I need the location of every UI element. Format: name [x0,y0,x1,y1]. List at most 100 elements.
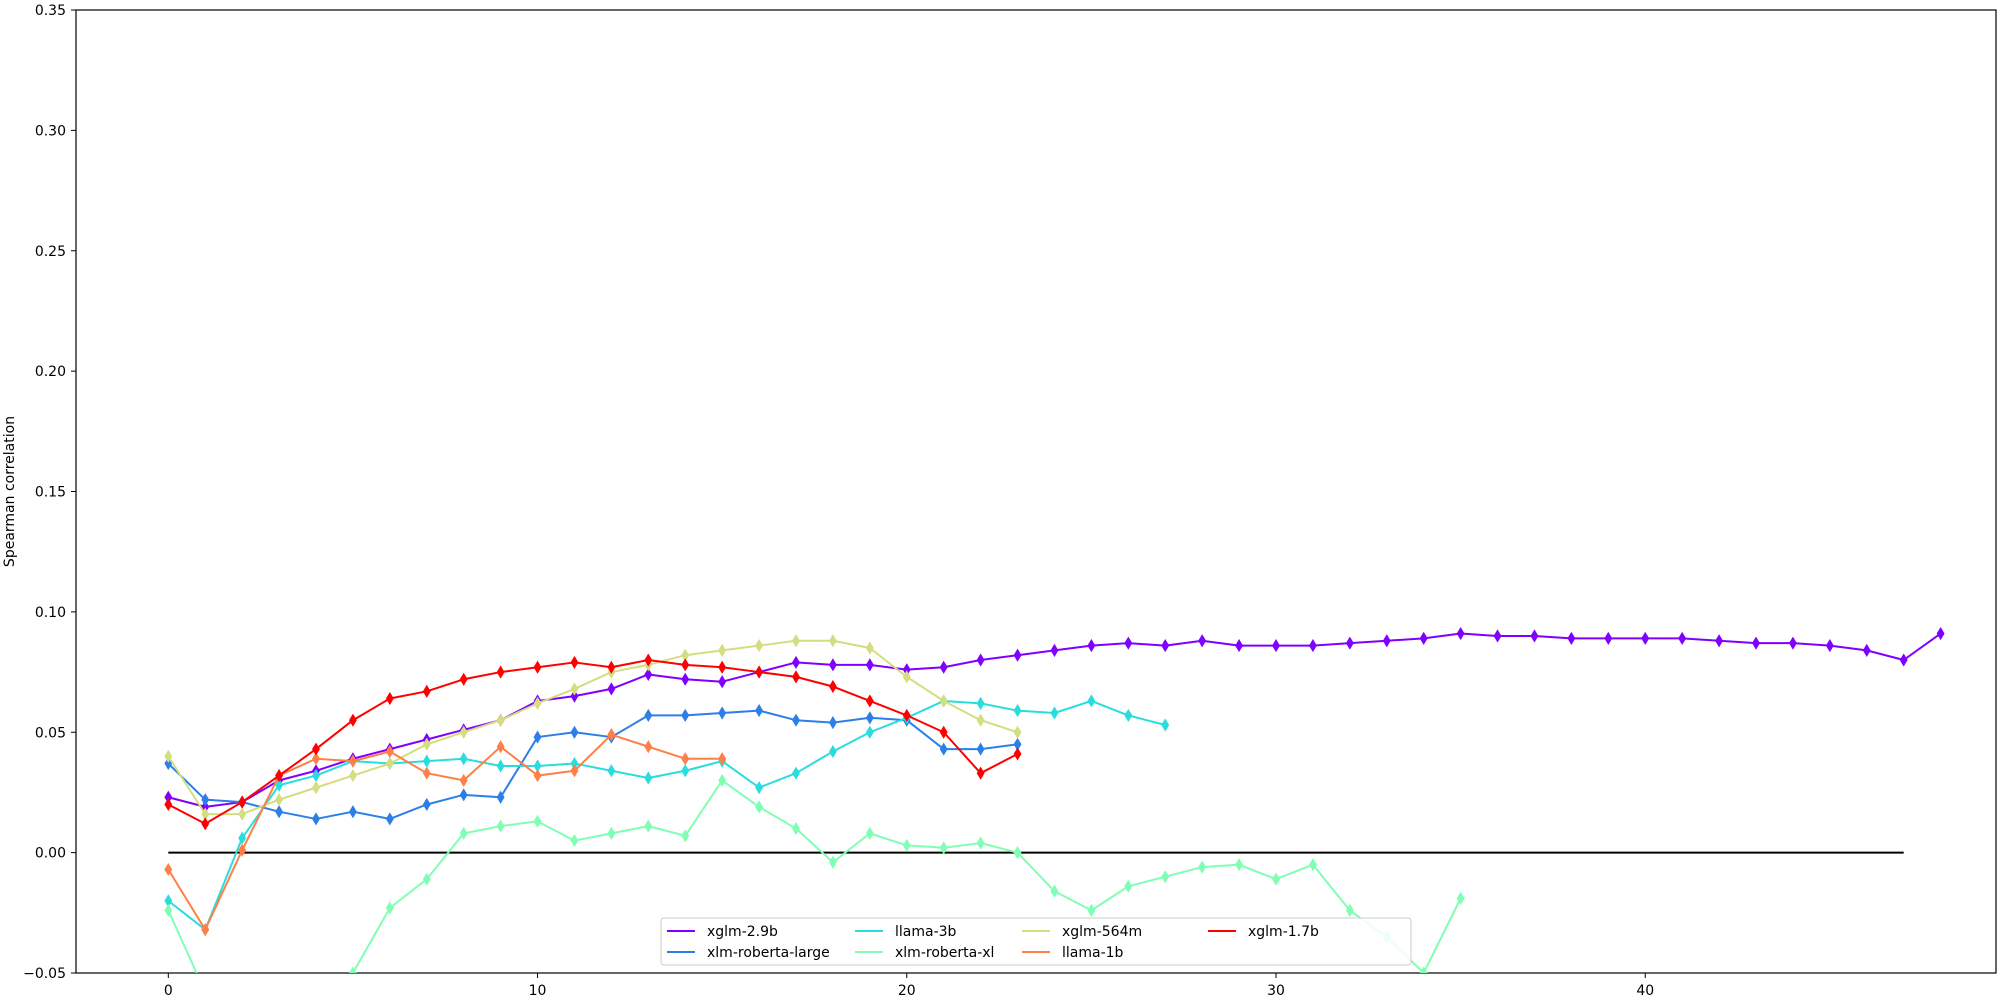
data-point [1715,634,1724,648]
data-point [828,679,837,694]
series-line-llama-1b [167,733,723,931]
data-point [865,641,874,655]
data-point [533,696,542,710]
data-point [570,689,579,703]
data-point [1567,631,1576,645]
data-point [681,658,690,672]
legend-label: xglm-2.9b [707,924,778,940]
series-xglm-1-7b [164,653,1022,831]
data-point [792,655,800,670]
data-point [1641,631,1650,645]
data-point [1050,884,1059,898]
data-point [902,708,911,722]
data-point [1308,858,1317,872]
data-point [1308,638,1317,653]
data-point [939,694,948,708]
data-point [865,826,874,840]
data-point [644,653,653,667]
legend-label: xlm-roberta-xl [895,945,994,961]
data-point [1456,891,1465,905]
series-xglm-2-9b [164,626,1945,814]
data-point [792,634,800,648]
data-point [1345,636,1354,650]
data-point [459,788,468,802]
legend-label: llama-1b [1062,945,1124,961]
data-point [312,752,320,766]
data-point [1493,629,1502,643]
data-point [1198,634,1207,648]
data-point [312,812,320,826]
y-tick-label: 0.20 [35,364,66,380]
series-line-xlm-roberta-large [167,709,1018,820]
data-point [422,766,431,780]
data-point [312,781,320,795]
data-point [238,807,247,821]
data-point [202,986,209,998]
data-point [1456,626,1465,641]
data-point [533,730,542,744]
data-point [1013,846,1022,860]
series-line-llama-3b [167,699,1166,931]
legend-item-xlm-roberta-xl: xlm-roberta-xl [855,945,994,961]
data-point [1087,694,1096,708]
series-xlm-roberta-xl [164,773,1465,998]
data-point [1050,643,1059,657]
data-point [865,694,874,708]
data-point [792,766,800,780]
legend-frame [660,917,1412,966]
legend-item-xglm-2-9b: xglm-2.9b [667,924,778,940]
data-point [348,805,357,819]
x-tick-label: 40 [1636,983,1654,999]
series-xlm-roberta-large [164,703,1022,826]
data-point [939,725,948,739]
data-point [348,713,357,727]
data-point [570,725,579,739]
legend-label: llama-3b [895,924,957,940]
data-point [976,766,985,780]
y-axis: −0.05 0.00 0.05 0.10 0.15 0.20 0.25 0.30 0.35 [23,3,76,982]
y-tick-label: 0.35 [35,3,66,19]
data-point [533,814,542,828]
data-point [1825,638,1834,653]
data-point [755,800,764,814]
data-point [902,670,911,684]
data-point [1899,653,1908,667]
data-point [459,826,468,840]
y-axis-label: Spearman correlation [2,416,18,567]
y-tick-label: 0.15 [35,485,66,501]
data-point [681,708,690,722]
data-point [459,773,468,787]
series-xglm-564m [164,634,1022,821]
data-point [1604,631,1613,645]
data-point [1382,634,1391,648]
x-tick-label: 10 [529,983,547,999]
data-point [681,829,690,843]
data-point [976,713,985,727]
data-point [496,665,505,679]
data-point [1678,631,1687,645]
data-point [533,769,542,783]
y-tick-label: 0.00 [35,846,66,862]
data-point [1235,638,1244,653]
series-llama-1b [164,728,727,937]
y-tick-label: 0.30 [35,123,66,139]
data-point [164,903,173,917]
data-point [533,660,542,674]
data-point [644,771,653,785]
data-point [385,756,394,771]
data-point [422,737,431,751]
data-point [792,670,800,684]
data-point [1530,629,1539,643]
data-point [718,752,727,766]
data-point [718,773,727,787]
data-point [459,672,468,686]
legend-label: xglm-1.7b [1248,924,1319,940]
data-point [681,764,690,778]
data-point [1124,879,1133,893]
data-point [348,769,357,783]
data-point [828,855,837,869]
data-point [607,682,616,696]
data-point [865,658,874,672]
data-point [238,843,247,857]
